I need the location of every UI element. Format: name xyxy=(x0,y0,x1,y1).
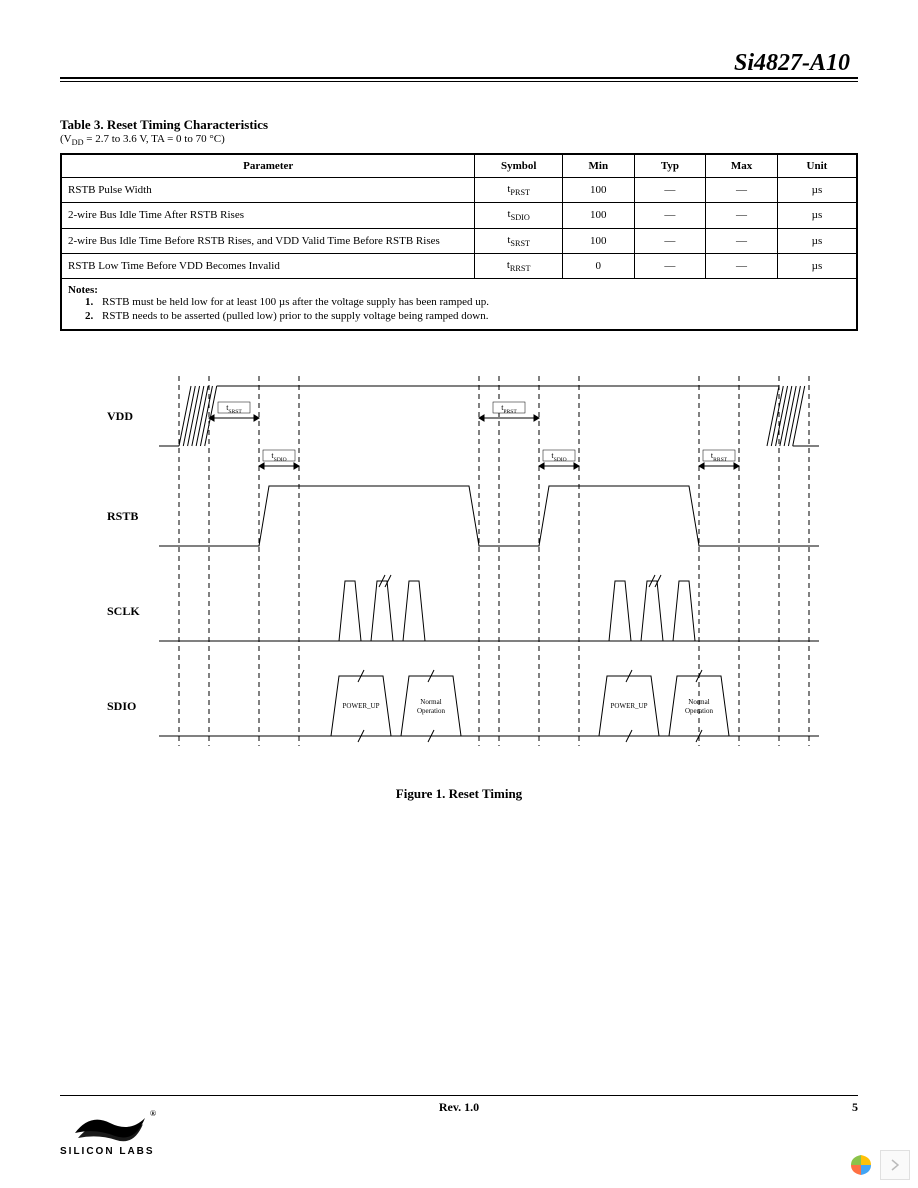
cell-typ: — xyxy=(634,253,706,278)
cell-min: 0 xyxy=(562,253,634,278)
col-symbol: Symbol xyxy=(475,154,563,178)
figure-caption: Figure 1. Reset Timing xyxy=(60,786,858,802)
note-item: RSTB needs to be asserted (pulled low) p… xyxy=(96,310,850,322)
cell-unit: µs xyxy=(777,228,857,253)
cell-min: 100 xyxy=(562,178,634,203)
cell-typ: — xyxy=(634,228,706,253)
cell-param: RSTB Low Time Before VDD Becomes Invalid xyxy=(61,253,475,278)
cell-min: 100 xyxy=(562,228,634,253)
cell-param: 2-wire Bus Idle Time After RSTB Rises xyxy=(61,203,475,228)
notes-label: Notes: xyxy=(68,284,98,296)
cell-param: RSTB Pulse Width xyxy=(61,178,475,203)
table-row: RSTB Low Time Before VDD Becomes Invalid… xyxy=(61,253,857,278)
cell-unit: µs xyxy=(777,203,857,228)
cell-max: — xyxy=(706,178,778,203)
svg-text:SDIO: SDIO xyxy=(107,699,136,713)
cell-symbol: tRRST xyxy=(475,253,563,278)
table-subtitle: (VDD = 2.7 to 3.6 V, TA = 0 to 70 °C) xyxy=(60,133,858,147)
nav-logo-icon xyxy=(848,1152,874,1178)
cell-param: 2-wire Bus Idle Time Before RSTB Rises, … xyxy=(61,228,475,253)
cell-symbol: tPRST xyxy=(475,178,563,203)
timing-diagram: VDDRSTBSCLKSDIOPOWER_UPNormalOperationPO… xyxy=(99,356,819,776)
svg-text:POWER_UP: POWER_UP xyxy=(611,702,648,710)
cell-max: — xyxy=(706,203,778,228)
cell-typ: — xyxy=(634,178,706,203)
table-row: 2-wire Bus Idle Time Before RSTB Rises, … xyxy=(61,228,857,253)
svg-text:VDD: VDD xyxy=(107,409,133,423)
footer-logo: SILICON LABS ® xyxy=(60,1098,180,1158)
table-section: Table 3. Reset Timing Characteristics (V… xyxy=(60,117,858,331)
cell-min: 100 xyxy=(562,203,634,228)
footer-rev: Rev. 1.0 xyxy=(439,1100,479,1115)
spec-table: Parameter Symbol Min Typ Max Unit RSTB P… xyxy=(60,153,858,331)
cell-symbol: tSDIO xyxy=(475,203,563,228)
chevron-right-icon xyxy=(891,1159,899,1171)
footer-page-number: 5 xyxy=(852,1100,858,1115)
table-notes-row: Notes: RSTB must be held low for at leas… xyxy=(61,278,857,330)
svg-text:SILICON LABS: SILICON LABS xyxy=(60,1146,155,1157)
cell-symbol: tSRST xyxy=(475,228,563,253)
cell-typ: — xyxy=(634,203,706,228)
part-number: Si4827-A10 xyxy=(60,50,858,79)
cell-max: — xyxy=(706,228,778,253)
table-row: 2-wire Bus Idle Time After RSTB RisestSD… xyxy=(61,203,857,228)
header-divider xyxy=(60,81,858,82)
col-max: Max xyxy=(706,154,778,178)
svg-text:®: ® xyxy=(150,1109,156,1118)
nav-widget xyxy=(848,1150,910,1180)
nav-next-button[interactable] xyxy=(880,1150,910,1180)
table-title: Table 3. Reset Timing Characteristics xyxy=(60,117,858,133)
col-typ: Typ xyxy=(634,154,706,178)
col-unit: Unit xyxy=(777,154,857,178)
svg-text:RSTB: RSTB xyxy=(107,509,138,523)
svg-text:Normal: Normal xyxy=(420,698,441,706)
page-footer: SILICON LABS ® Rev. 1.0 5 xyxy=(60,1095,858,1158)
svg-text:Operation: Operation xyxy=(417,707,445,715)
col-parameter: Parameter xyxy=(61,154,475,178)
col-min: Min xyxy=(562,154,634,178)
svg-text:Operation: Operation xyxy=(685,707,713,715)
svg-text:POWER_UP: POWER_UP xyxy=(343,702,380,710)
table-header-row: Parameter Symbol Min Typ Max Unit xyxy=(61,154,857,178)
cell-unit: µs xyxy=(777,178,857,203)
note-item: RSTB must be held low for at least 100 µ… xyxy=(96,296,850,308)
cell-unit: µs xyxy=(777,253,857,278)
svg-text:Normal: Normal xyxy=(688,698,709,706)
silabs-logo-icon: SILICON LABS ® xyxy=(60,1098,180,1158)
svg-text:SCLK: SCLK xyxy=(107,604,140,618)
table-row: RSTB Pulse WidthtPRST100——µs xyxy=(61,178,857,203)
cell-max: — xyxy=(706,253,778,278)
timing-diagram-wrap: VDDRSTBSCLKSDIOPOWER_UPNormalOperationPO… xyxy=(60,356,858,776)
